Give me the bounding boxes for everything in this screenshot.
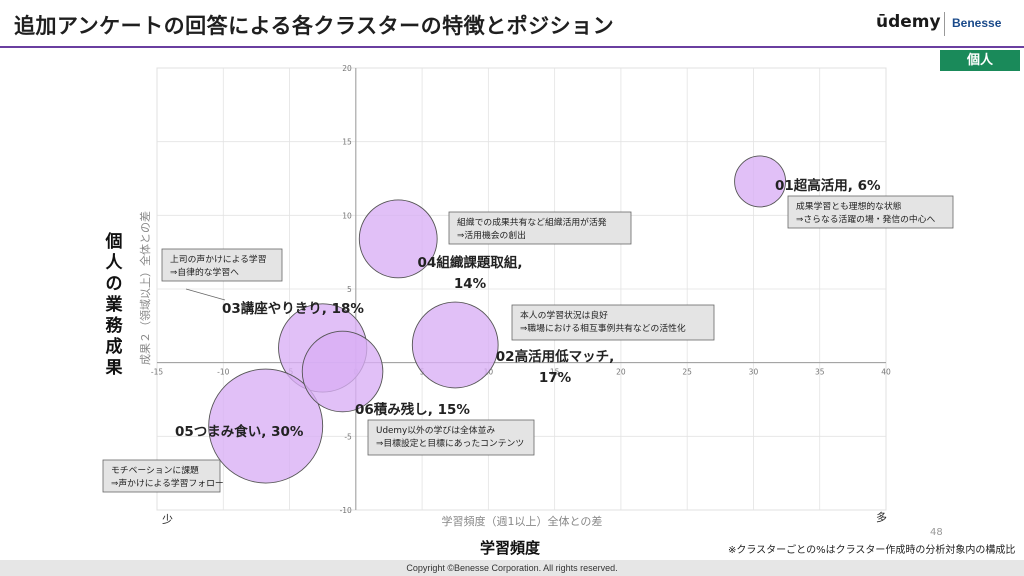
category-badge: 個人 [940,50,1020,71]
y-tick-label: 10 [342,211,352,220]
point-label: 04組織課題取組, [418,254,523,271]
y-tick-label: 20 [342,64,352,73]
point-label: 03講座やりきり, 18% [222,300,364,317]
bubble-04組織課題取組 [358,199,438,279]
bubble-06積み残し [301,330,384,413]
benesse-logo: Benesse [952,16,1002,30]
annotation-04-text: 組織での成果共有など組織活用が活発 [457,216,607,228]
y-axis-label: 成果２（領域以上）全体との差 [138,211,152,365]
point-labels: 01超高活用, 6% 02高活用低マッチ, 17% 03講座やりきり, 18% 04組織… [175,177,881,440]
x-axis-title: 学習頻度 [479,539,540,557]
point-label: 02高活用低マッチ, [496,348,614,365]
x-tick-label: -10 [217,368,229,377]
annotation-05-text: ⇒声かけによる学習フォロー [111,477,224,489]
page-number: 48 [930,527,943,538]
x-tick-label: 30 [749,368,759,377]
annotation-06-text: Udemy以外の学びは全体並み [376,424,495,436]
x-tick-label: 35 [815,368,825,377]
annotation-01-text: 成果学習とも理想的な状態 [796,200,902,212]
page-title: 追加アンケートの回答による各クラスターの特徴とポジション [14,14,615,38]
copyright-footer: Copyright ©Benesse Corporation. All righ… [0,560,1024,576]
x-tick-label: 15 [550,368,560,377]
annotation-05-box [102,459,221,493]
x-high-label: 多 [876,510,887,524]
annotation-04-box [448,211,632,245]
annotation-06-box [367,419,535,456]
y-tick-label: 15 [342,138,352,147]
annotation-03-box [161,248,283,282]
y-tick-label: -10 [340,506,352,515]
udemy-logo: ūdemy [876,12,941,32]
title-divider [0,46,1024,48]
point-label: 06積み残し, 15% [355,401,470,418]
annotation-02-text: ⇒職場における相互事例共有などの活性化 [520,322,686,334]
point-label: 14% [454,276,487,292]
axes [157,68,886,510]
callouts: 成果学習とも理想的な状態⇒さらなる活躍の場・発信の中心へ 組織での成果共有など組織… [102,195,954,493]
annotation-04-text: ⇒活用機会の創出 [457,229,526,241]
logo-separator [944,12,945,36]
annotation-02-box [511,304,715,341]
point-label: 01超高活用, 6% [775,177,881,194]
bubble-05つまみ食い [208,368,324,484]
x-tick-label: -15 [151,368,163,377]
annotation-03-text: ⇒自律的な学習へ [170,266,239,278]
bubble-01超高活用, 6% [734,155,787,208]
leader-line [185,288,226,301]
annotation-05-text: モチベーションに課題 [111,464,199,476]
x-tick-label: 20 [616,368,626,377]
annotation-03-text: 上司の声かけによる学習 [170,253,267,265]
y-tick-label: -5 [344,432,352,441]
x-axis-label: 学習頻度（週1以上）全体との差 [442,514,603,528]
y-axis-title: 個人の業務成果 [105,232,123,378]
x-tick-label: 25 [682,368,692,377]
annotation-02-text: 本人の学習状況は良好 [520,309,608,321]
y-tick-label: 5 [347,285,352,294]
point-label: 17% [539,370,572,386]
x-low-label: 少 [162,513,173,526]
bubbles [208,155,787,484]
annotation-06-text: ⇒目標設定と目標にあったコンテンツ [376,437,524,449]
annotation-01-text: ⇒さらなる活躍の場・発信の中心へ [796,213,936,225]
bubble-02高活用低マッチ [411,301,499,389]
annotation-01-box [787,195,954,229]
point-label: 05つまみ食い, 30% [175,423,304,440]
footnote: ※クラスターごとの%はクラスター作成時の分析対象内の構成比 [728,545,1016,556]
x-tick-label: 40 [881,368,891,377]
